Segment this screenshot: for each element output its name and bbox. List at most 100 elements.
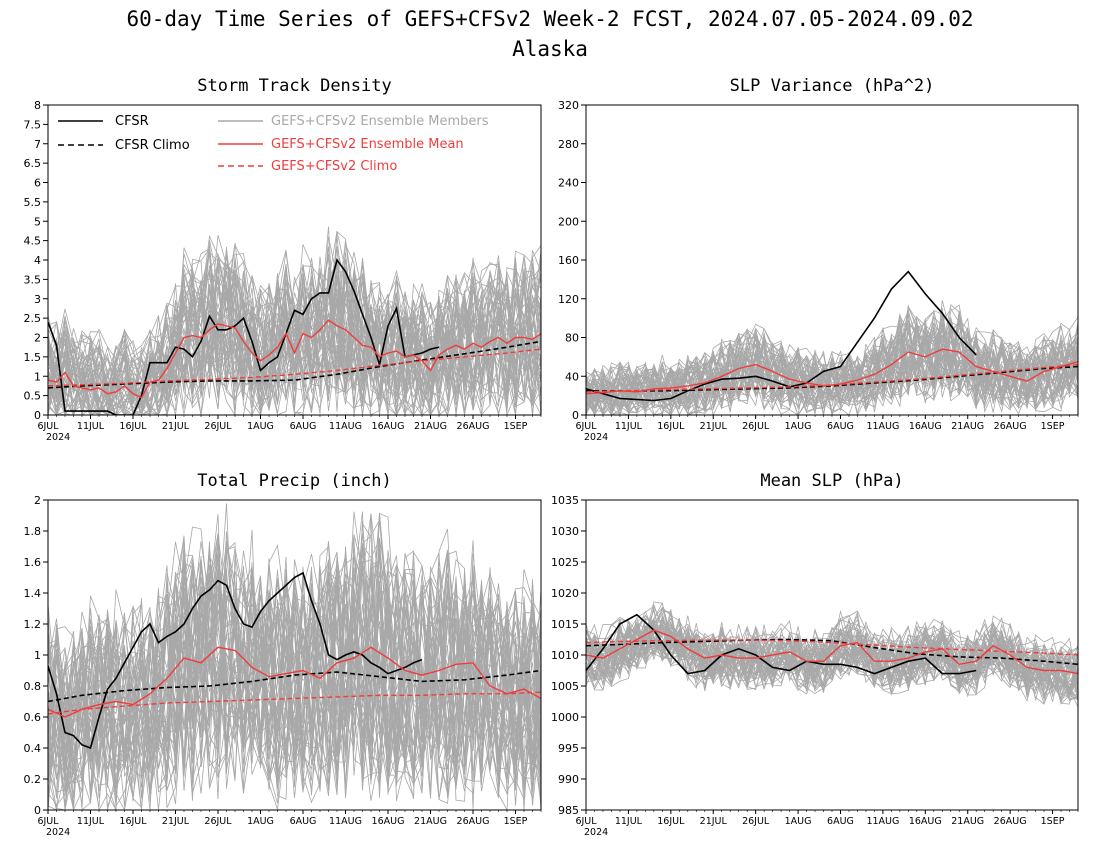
legend-label: CFSR Climo [115, 138, 190, 153]
y-tick-label: 4.5 [24, 235, 42, 248]
y-tick-label: 0 [34, 804, 41, 817]
ensemble-member-line [48, 276, 541, 415]
x-tick-label: 11AUG [329, 816, 362, 827]
ensemble-member-line [586, 601, 1078, 687]
ensemble-member-line [586, 611, 1078, 694]
y-tick-label: 1005 [551, 680, 579, 693]
figure-subtitle: Alaska [512, 37, 588, 61]
y-tick-label: 1.5 [24, 351, 42, 364]
ensemble-member-line [48, 554, 541, 808]
y-tick-label: 80 [565, 332, 579, 345]
x-tick-label: 16AUG [909, 816, 942, 827]
x-tick-label: 6JUL [37, 816, 59, 827]
ensemble-member-line [48, 540, 541, 778]
x-tick-label: 21AUG [951, 816, 984, 827]
x-tick-label: 11JUL [77, 421, 105, 432]
y-tick-label: 8 [34, 99, 41, 112]
x-tick-label: 1SEP [1041, 816, 1065, 827]
y-tick-label: 1030 [551, 525, 579, 538]
y-tick-label: 1 [34, 370, 41, 383]
legend-label: GEFS+CFSv2 Ensemble Members [271, 114, 489, 129]
y-tick-label: 4 [34, 254, 41, 267]
y-tick-label: 2 [34, 332, 41, 345]
y-tick-label: 0.4 [24, 742, 42, 755]
x-tick-label: 16JUL [119, 421, 147, 432]
ensemble-member-line [48, 552, 541, 788]
y-tick-label: 985 [558, 804, 579, 817]
x-tick-label: 6AUG [290, 816, 317, 827]
x-tick-label: 21AUG [414, 816, 447, 827]
x-tick-label: 1AUG [247, 421, 274, 432]
x-year-label: 2024 [584, 827, 608, 838]
ensemble-member-line [48, 246, 541, 415]
ensemble-member-line [48, 560, 541, 810]
ensemble-member-line [48, 258, 541, 415]
x-tick-label: 21AUG [414, 421, 447, 432]
y-tick-label: 1.4 [24, 587, 42, 600]
x-tick-label: 26JUL [742, 816, 770, 827]
ensemble-members [586, 601, 1078, 708]
x-tick-label: 1AUG [785, 421, 812, 432]
legend-label: GEFS+CFSv2 Climo [271, 159, 397, 174]
ensemble-member-line [48, 548, 541, 810]
y-tick-label: 40 [565, 370, 579, 383]
y-tick-label: 280 [558, 138, 579, 151]
ensemble-members [48, 226, 541, 415]
series-gefs-cfsv2-climo [48, 348, 541, 387]
legend-label: CFSR [115, 114, 149, 129]
ensemble-member-line [48, 533, 541, 791]
x-tick-label: 6JUL [575, 421, 597, 432]
panel-title: SLP Variance (hPa^2) [730, 76, 935, 96]
y-tick-label: 3 [34, 293, 41, 306]
y-tick-label: 120 [558, 293, 579, 306]
x-tick-label: 21JUL [162, 421, 190, 432]
series-gefs-cfsv2-climo [586, 363, 1078, 393]
x-tick-label: 1SEP [504, 816, 528, 827]
x-tick-label: 6JUL [575, 816, 597, 827]
ensemble-member-line [48, 553, 541, 800]
ensemble-member-line [586, 624, 1078, 705]
x-tick-label: 26AUG [994, 421, 1027, 432]
y-tick-label: 7 [34, 138, 41, 151]
ensemble-member-line [48, 566, 541, 804]
ensemble-member-line [586, 304, 1078, 406]
y-tick-label: 0.5 [24, 390, 42, 403]
x-tick-label: 21AUG [951, 421, 984, 432]
series-cfsr-climo [48, 669, 541, 703]
panel-storm-track-density: Storm Track Density 0 0.5 1 1.5 2 2.5 3 3.5 4 4.5 5… [24, 76, 542, 443]
x-tick-label: 11JUL [615, 816, 643, 827]
y-tick-label: 1025 [551, 556, 579, 569]
y-tick-label: 1.2 [24, 618, 42, 631]
x-tick-label: 26AUG [457, 421, 490, 432]
y-tick-label: 160 [558, 254, 579, 267]
x-tick-label: 26AUG [994, 816, 1027, 827]
x-tick-label: 1AUG [247, 816, 274, 827]
series-gefs-cfsv2-ensemble-mean [48, 319, 541, 399]
ensemble-member-line [48, 226, 541, 411]
x-tick-label: 11JUL [77, 816, 105, 827]
y-tick-label: 240 [558, 177, 579, 190]
x-tick-label: 16JUL [657, 816, 685, 827]
x-year-label: 2024 [584, 432, 608, 443]
x-tick-label: 11AUG [866, 816, 899, 827]
legend-label: GEFS+CFSv2 Ensemble Mean [271, 137, 464, 152]
x-year-label: 2024 [46, 827, 70, 838]
x-tick-label: 1SEP [1041, 421, 1065, 432]
ensemble-members [48, 503, 541, 810]
ensemble-member-line [586, 345, 1078, 415]
y-tick-label: 0.2 [24, 773, 42, 786]
x-tick-label: 21JUL [700, 421, 728, 432]
x-tick-label: 6AUG [827, 816, 854, 827]
x-tick-label: 1SEP [504, 421, 528, 432]
ensemble-member-line [586, 624, 1078, 701]
panel-slp-variance: SLP Variance (hPa^2) 0 40 80 120 160 200 240 280… [558, 76, 1079, 443]
x-tick-label: 26JUL [204, 816, 232, 827]
x-tick-label: 6AUG [290, 421, 317, 432]
x-tick-label: 11AUG [329, 421, 362, 432]
figure-title: 60-day Time Series of GEFS+CFSv2 Week-2 … [126, 7, 973, 31]
series-gefs-cfsv2-climo [48, 691, 541, 715]
ensemble-member-line [48, 556, 541, 786]
x-tick-label: 21JUL [700, 816, 728, 827]
x-tick-label: 21JUL [162, 816, 190, 827]
